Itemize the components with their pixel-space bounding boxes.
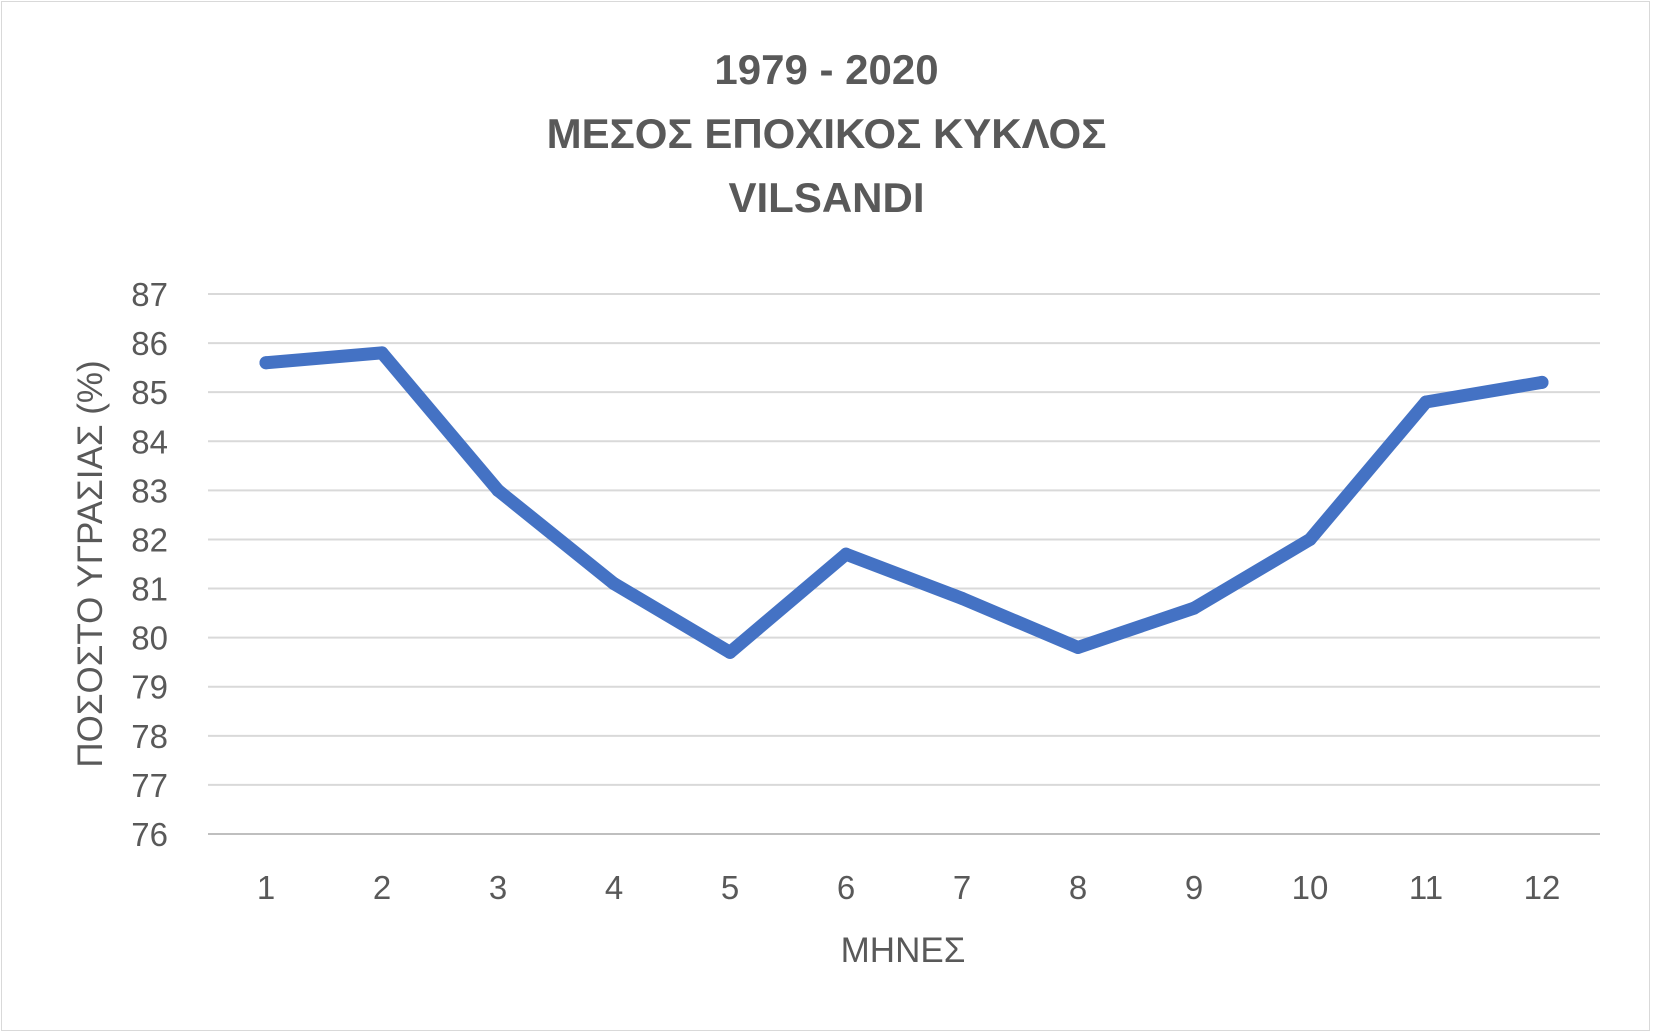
series-layer [259,346,1549,659]
gridlines [208,293,1600,835]
y-tick-label: 86 [131,325,168,362]
y-tick-label: 77 [131,767,168,804]
data-point [375,346,389,360]
data-point [607,577,621,591]
data-point [1071,640,1085,654]
data-point [491,483,505,497]
x-tick-label: 10 [1292,869,1329,906]
data-point [259,356,273,370]
y-tick-label: 84 [131,423,168,460]
series-line [259,346,1549,659]
x-tick-label: 11 [1409,869,1443,906]
x-axis-title: ΜΗΝΕΣ [841,931,966,970]
data-point [1419,395,1433,409]
chart-title-line-2: ΜΕΣΟΣ ΕΠΟΧΙΚΟΣ ΚΥΚΛΟΣ [546,110,1107,157]
x-tick-label: 7 [953,869,971,906]
data-point [1535,375,1549,389]
x-axis-ticks: 1 2 3 4 5 6 7 8 9 10 11 12 [257,869,1561,906]
x-tick-label: 12 [1524,869,1561,906]
y-tick-label: 83 [131,472,168,509]
y-tick-label: 80 [131,620,168,657]
y-tick-label: 79 [131,669,168,706]
x-tick-label: 2 [373,869,391,906]
data-point [839,547,853,561]
x-tick-label: 3 [489,869,507,906]
y-tick-label: 78 [131,718,168,755]
x-tick-label: 4 [605,869,623,906]
y-tick-label: 81 [131,571,168,608]
y-tick-label: 82 [131,521,168,558]
x-tick-label: 6 [837,869,855,906]
y-tick-label: 76 [131,816,168,853]
y-tick-label: 85 [131,374,168,411]
y-tick-label: 87 [131,276,168,313]
x-tick-label: 8 [1069,869,1087,906]
data-point [955,591,969,605]
y-axis-title: ΠΟΣΟΣΤΟ ΥΓΡΑΣΙΑΣ (%) [71,360,110,767]
chart-title-line-3: VILSANDI [728,174,925,221]
y-axis-ticks: 87 86 85 84 83 82 81 80 79 78 77 76 [131,276,168,853]
chart-title-line-1: 1979 - 2020 [714,46,939,93]
data-point [1303,532,1317,546]
data-point [1187,601,1201,615]
data-point [723,645,737,659]
x-tick-label: 1 [257,869,275,906]
x-tick-label: 5 [721,869,739,906]
x-tick-label: 9 [1185,869,1203,906]
